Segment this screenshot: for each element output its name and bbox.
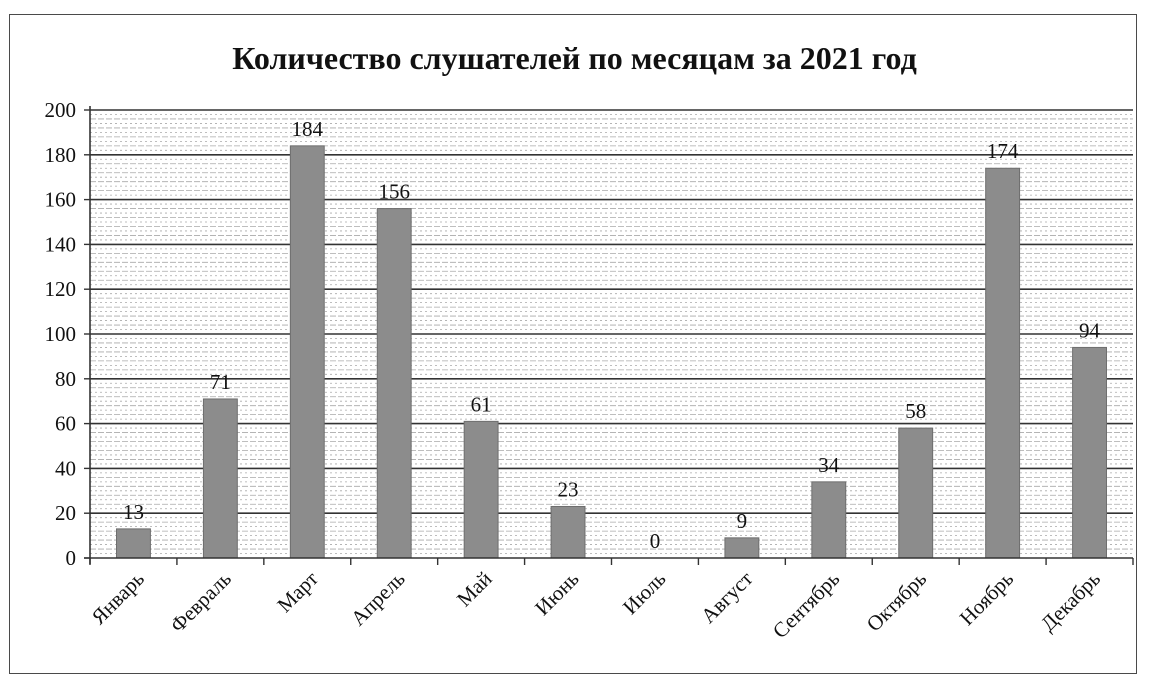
y-tick-label: 80 <box>55 367 76 391</box>
grid-lines <box>90 109 1133 554</box>
y-tick-label: 120 <box>45 277 77 301</box>
axes <box>84 106 1134 565</box>
x-tick-label: Май <box>452 567 497 612</box>
x-tick-label: Январь <box>87 567 149 629</box>
bar-11 <box>985 167 1021 559</box>
bar-12 <box>1072 346 1107 559</box>
y-tick-label: 140 <box>45 232 77 256</box>
bar-2 <box>202 398 238 559</box>
data-label: 9 <box>737 509 748 533</box>
bar-3 <box>289 145 325 559</box>
bar-9 <box>811 481 847 559</box>
data-label: 34 <box>818 453 840 477</box>
data-labels: 13 71 184 156 61 23 0 9 34 58 174 94 <box>123 117 1101 553</box>
x-tick-label: Март <box>272 567 322 617</box>
x-tick-label: Декабрь <box>1036 567 1105 636</box>
data-label: 156 <box>378 180 410 204</box>
x-tick-label: Февраль <box>165 567 236 638</box>
y-tick-label: 180 <box>45 143 77 167</box>
bar-6 <box>550 505 586 559</box>
data-label: 23 <box>558 477 579 501</box>
x-tick-label: Октябрь <box>862 567 932 637</box>
x-tick-labels: Январь Февраль Март Апрель Май Июнь Июль Август… <box>87 567 1106 643</box>
data-label: 13 <box>123 500 144 524</box>
data-label: 94 <box>1079 318 1101 342</box>
y-tick-label: 160 <box>45 188 77 212</box>
y-tick-label: 200 <box>45 98 77 122</box>
x-tick-label: Ноябрь <box>955 567 1018 630</box>
bar-4 <box>376 208 412 559</box>
y-tick-label: 100 <box>45 322 77 346</box>
bar-10 <box>898 427 934 559</box>
data-label: 71 <box>210 370 231 394</box>
data-label: 0 <box>650 529 661 553</box>
y-tick-label: 40 <box>55 456 76 480</box>
y-tick-labels: 0 20 40 60 80 100 120 140 160 180 200 <box>45 98 77 570</box>
y-tick-label: 0 <box>66 546 77 570</box>
x-tick-label: Август <box>696 567 757 628</box>
data-label: 184 <box>292 117 324 141</box>
chart-title: Количество слушателей по месяцам за 2021… <box>232 40 917 76</box>
y-tick-label: 60 <box>55 412 76 436</box>
x-tick-label: Июнь <box>530 567 584 621</box>
y-tick-label: 20 <box>55 501 76 525</box>
chart-frame <box>9 14 1137 674</box>
bar-8 <box>724 537 760 559</box>
x-tick-label: Сентябрь <box>768 567 844 643</box>
data-label: 58 <box>905 399 926 423</box>
x-tick-label: Июль <box>618 567 671 620</box>
data-label: 174 <box>987 139 1019 163</box>
bar-5 <box>463 420 499 559</box>
data-label: 61 <box>471 392 492 416</box>
x-tick-label: Апрель <box>346 567 410 631</box>
bar-1 <box>116 528 151 559</box>
bars <box>116 145 1107 559</box>
